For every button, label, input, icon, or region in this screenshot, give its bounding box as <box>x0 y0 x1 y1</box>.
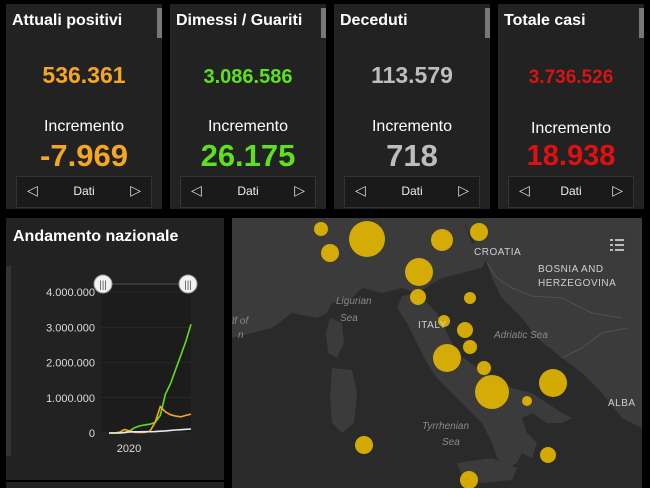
prev-arrow-icon[interactable]: ◁ <box>519 182 530 198</box>
case-markers[interactable] <box>314 221 567 488</box>
label-bosnia-1: BOSNIA AND <box>538 264 604 275</box>
increment-value: 18.938 <box>526 140 616 172</box>
map-panel[interactable]: CROATIA BOSNIA AND HERZEGOVINA Ligurian … <box>232 218 642 488</box>
card-scrollbar[interactable] <box>485 8 490 38</box>
range-handle-start[interactable] <box>93 274 113 294</box>
label-croatia: CROATIA <box>474 247 522 258</box>
label-italy: ITALY <box>418 320 447 331</box>
x-tick-label: 2020 <box>117 443 141 455</box>
card-value: 113.579 <box>371 62 453 88</box>
label-tyrrhenian-sea-1: Tyrrhenian <box>422 421 470 432</box>
y-tick-label: 3.000.000 <box>46 322 95 334</box>
card-dimessi-guariti: Dimessi / Guariti 3.086.586 Incremento 2… <box>170 4 326 209</box>
range-handle-end[interactable] <box>178 274 198 294</box>
panel-scrollbar[interactable] <box>6 266 11 456</box>
increment-value: 718 <box>386 138 438 173</box>
land-corsica <box>326 318 344 358</box>
label-ligurian-sea-1: Ligurian <box>336 296 372 307</box>
card-title: Totale casi <box>504 12 586 29</box>
next-arrow-icon[interactable]: ▷ <box>294 182 305 198</box>
label-tyrrhenian-sea-2: Sea <box>442 437 460 448</box>
y-tick-label: 1.000.000 <box>46 393 95 405</box>
plot-area <box>101 282 191 433</box>
land-balkans <box>462 218 642 428</box>
increment-value: 26.175 <box>200 138 296 173</box>
increment-label: Incremento <box>530 120 612 137</box>
grip-icon: ||| <box>99 280 107 291</box>
next-arrow-icon[interactable]: ▷ <box>130 182 141 198</box>
card-nav: ◁ Dati ▷ <box>344 176 480 208</box>
card-attuali-positivi: Attuali positivi 536.361 Incremento -7.9… <box>6 4 162 209</box>
card-value: 3.736.526 <box>528 67 614 88</box>
card-scrollbar[interactable] <box>321 8 326 38</box>
card-nav: ◁ Dati ▷ <box>180 176 316 208</box>
y-tick-label: 2.000.000 <box>46 358 95 370</box>
nav-label[interactable]: Dati <box>401 184 423 198</box>
next-arrow-icon[interactable]: ▷ <box>458 182 469 198</box>
card-value: 3.086.586 <box>203 66 293 88</box>
prev-arrow-icon[interactable]: ◁ <box>355 182 366 198</box>
card-value: 536.361 <box>42 62 126 88</box>
chart-title: Andamento nazionale <box>13 228 179 245</box>
national-trend-panel: Andamento nazionale 4.000.000 3.000.000 2.… <box>6 218 224 480</box>
label-albania: ALBA <box>608 398 636 409</box>
prev-arrow-icon[interactable]: ◁ <box>191 182 202 198</box>
label-gulf-2: n <box>238 330 244 341</box>
increment-value: -7.969 <box>40 138 128 173</box>
card-nav: ◁ Dati ▷ <box>16 176 152 208</box>
y-tick-label: 0 <box>89 428 95 440</box>
card-scrollbar[interactable] <box>157 8 162 38</box>
card-totale-casi: Totale casi 3.736.526 Incremento 18.938 … <box>498 4 644 209</box>
label-adriatic-sea: Adriatic Sea <box>494 330 548 341</box>
list-icon <box>610 239 624 251</box>
legend-list-button[interactable] <box>602 230 632 260</box>
next-arrow-icon[interactable]: ▷ <box>612 182 623 198</box>
nav-label[interactable]: Dati <box>560 184 582 198</box>
increment-label: Incremento <box>207 118 289 135</box>
trend-chart: 4.000.000 3.000.000 2.000.000 1.000.000 0 202… <box>46 274 198 455</box>
grip-icon: ||| <box>184 280 192 291</box>
prev-arrow-icon[interactable]: ◁ <box>27 182 38 198</box>
increment-label: Incremento <box>43 118 125 135</box>
italy-map[interactable] <box>232 218 642 488</box>
series-line <box>109 428 192 434</box>
card-title: Deceduti <box>340 12 408 29</box>
nav-label[interactable]: Dati <box>73 184 95 198</box>
increment-label: Incremento <box>371 118 453 135</box>
label-ligurian-sea-2: Sea <box>340 313 358 324</box>
label-bosnia-2: HERZEGOVINA <box>538 278 617 289</box>
land-sardinia <box>330 368 357 433</box>
y-tick-label: 4.000.000 <box>46 287 95 299</box>
bottom-panel-edge <box>6 482 224 488</box>
card-scrollbar[interactable] <box>639 8 644 38</box>
card-nav: ◁ Dati ▷ <box>508 176 634 208</box>
card-deceduti: Deceduti 113.579 Incremento 718 ◁ Dati ▷ <box>334 4 490 209</box>
card-title: Dimessi / Guariti <box>176 12 303 29</box>
nav-label[interactable]: Dati <box>237 184 259 198</box>
card-title: Attuali positivi <box>12 12 123 29</box>
land-north <box>232 218 492 338</box>
label-gulf-1: lf of <box>232 316 249 327</box>
